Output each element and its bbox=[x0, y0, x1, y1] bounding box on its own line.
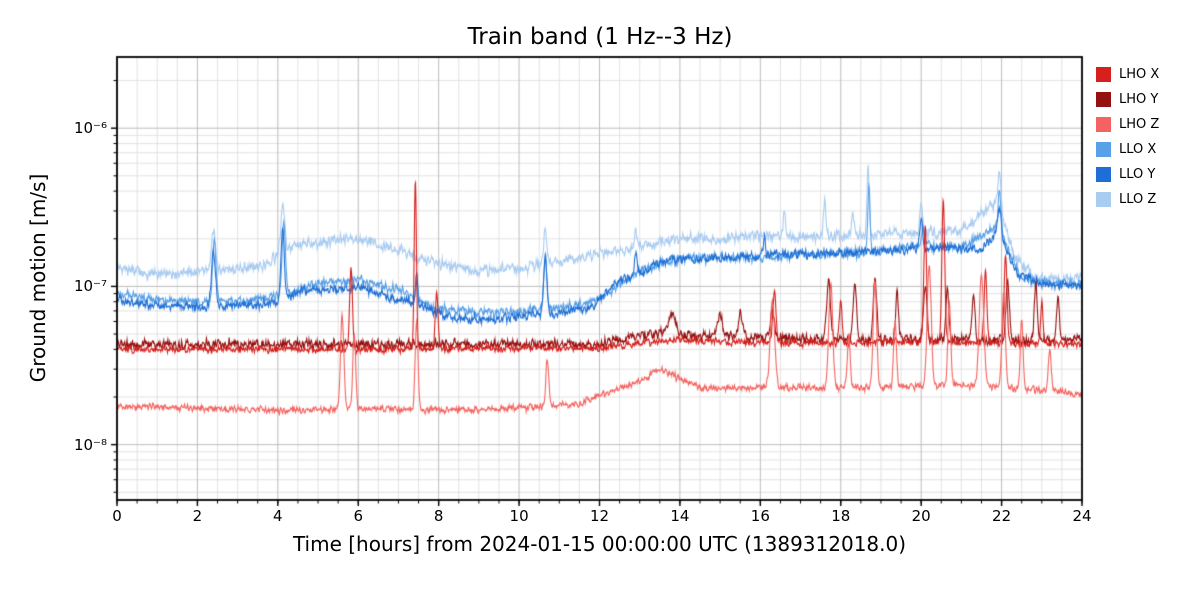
legend-swatch bbox=[1096, 167, 1111, 182]
x-tick-label: 22 bbox=[992, 507, 1012, 525]
legend-swatch bbox=[1096, 117, 1111, 132]
x-tick-label: 2 bbox=[192, 507, 203, 525]
legend-swatch bbox=[1096, 142, 1111, 157]
chart-title: Train band (1 Hz--3 Hz) bbox=[467, 24, 733, 50]
legend-label: LHO Z bbox=[1119, 117, 1160, 132]
legend-swatch bbox=[1096, 192, 1111, 207]
x-tick-label: 16 bbox=[750, 507, 770, 525]
x-tick-label: 20 bbox=[911, 507, 931, 525]
x-tick-label: 0 bbox=[112, 507, 122, 525]
legend-label: LLO X bbox=[1119, 142, 1157, 157]
legend-label: LHO X bbox=[1119, 67, 1160, 82]
y-tick-label: 10⁻⁶ bbox=[73, 119, 107, 138]
x-tick-label: 18 bbox=[831, 507, 851, 525]
legend-entry: LLO Y bbox=[1096, 162, 1159, 187]
x-tick-label: 6 bbox=[353, 507, 364, 525]
x-axis-label: Time [hours] from 2024-01-15 00:00:00 UT… bbox=[292, 532, 907, 556]
x-tick-label: 4 bbox=[273, 507, 283, 525]
x-tick-label: 24 bbox=[1072, 507, 1092, 525]
legend-label: LLO Z bbox=[1119, 192, 1157, 207]
x-tick-label: 14 bbox=[670, 507, 690, 525]
legend-label: LHO Y bbox=[1119, 92, 1159, 107]
legend-swatch bbox=[1096, 92, 1111, 107]
legend-entry: LLO X bbox=[1096, 137, 1159, 162]
legend-label: LLO Y bbox=[1119, 167, 1156, 182]
y-axis-label: Ground motion [m/s] bbox=[26, 173, 50, 383]
x-tick-label: 12 bbox=[589, 507, 610, 525]
legend-entry: LHO Y bbox=[1096, 87, 1159, 112]
legend: LHO X LHO Y LHO Z LLO X LLO Y LLO Z bbox=[1096, 62, 1159, 212]
y-tick-label: 10⁻⁸ bbox=[73, 435, 107, 454]
legend-entry: LHO X bbox=[1096, 62, 1159, 87]
legend-swatch bbox=[1096, 67, 1111, 82]
x-tick-label: 10 bbox=[509, 507, 529, 525]
legend-entry: LLO Z bbox=[1096, 187, 1159, 212]
y-tick-label: 10⁻⁷ bbox=[73, 277, 107, 296]
x-tick-label: 8 bbox=[433, 507, 444, 525]
legend-entry: LHO Z bbox=[1096, 112, 1159, 137]
